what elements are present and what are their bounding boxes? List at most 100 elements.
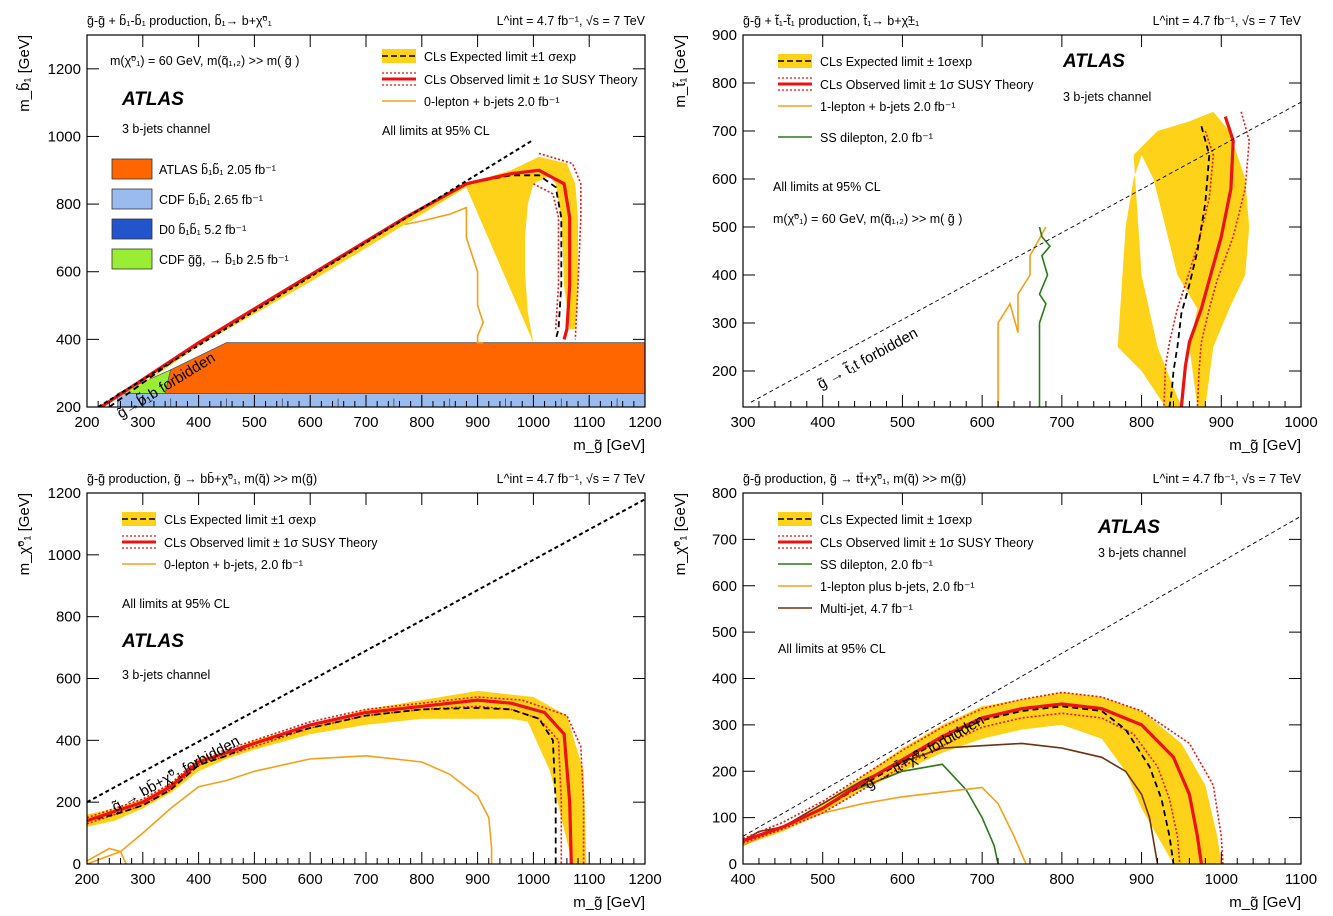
legend-label-line2: 1-lepton plus b-jets, 2.0 fb⁻¹ — [820, 580, 975, 594]
series-forbidden — [87, 498, 645, 804]
x-tick-label: 1000 — [1205, 871, 1238, 888]
y-tick-label: 600 — [712, 578, 737, 595]
y-tick-label: 800 — [56, 196, 81, 213]
series-line1 — [997, 226, 1047, 407]
annotation-mass-condition: m(χ̃⁰₁) = 60 GeV, m(q̃₁,₂) >> m( g̃ ) — [773, 212, 962, 226]
legend-label-expected: CLs Expected limit ±1 σexp — [424, 50, 576, 64]
y-tick-label: 100 — [712, 810, 737, 827]
legend: CLs Expected limit ± 1σexp CLs Observed l… — [778, 54, 1034, 145]
legend-box-label: D0 b̃₁b̃₁ 5.2 fb⁻¹ — [159, 222, 246, 237]
x-tick-label: 800 — [409, 871, 434, 888]
y-axis-label: m_χ̃⁰₁ [GeV] — [16, 493, 33, 575]
legend-label-line1: 1-lepton + b-jets 2.0 fb⁻¹ — [820, 100, 956, 114]
y-tick-label: 400 — [712, 267, 737, 284]
legend-label-observed: CLs Observed limit ± 1σ SUSY Theory — [820, 78, 1034, 92]
series-observed — [87, 698, 573, 864]
y-tick-label: 800 — [56, 609, 81, 626]
x-axis-label: m_g̃ [GeV] — [573, 894, 645, 911]
x-tick-label: 500 — [242, 871, 267, 888]
x-tick-label: 1100 — [1285, 871, 1317, 888]
forbidden-label: g̃ → tt̄+χ̃⁰₁ forbidden — [862, 712, 987, 794]
legend: CLs Expected limit ±1 σexp CLs Observed l… — [382, 49, 638, 109]
x-tick-label: 800 — [1049, 871, 1074, 888]
expected-band — [743, 692, 1222, 864]
annotation-channel: 3 b-jets channel — [1063, 90, 1151, 104]
legend-label-line1: SS dilepton, 2.0 fb⁻¹ — [820, 558, 933, 572]
x-tick-label: 1000 — [517, 414, 550, 431]
x-tick-label: 500 — [890, 414, 915, 431]
series-line1 — [404, 206, 485, 344]
annotation-atlas: ATLAS — [121, 89, 184, 110]
x-tick-label: 200 — [74, 871, 99, 888]
y-tick-label: 400 — [56, 331, 81, 348]
legend-label-line2: SS dilepton, 2.0 fb⁻¹ — [820, 131, 933, 145]
series-line3 — [743, 742, 1159, 864]
legend-box-label: CDF g̃g̃, → b̃₁b 2.5 fb⁻¹ — [159, 252, 289, 267]
plot-area — [87, 498, 645, 864]
x-tick-label: 400 — [186, 414, 211, 431]
series-observed-lower — [743, 712, 1181, 864]
panel-title: g̃-g̃ production, g̃ → bb̄+χ̃⁰₁, m(q̃) >… — [87, 472, 317, 486]
series-observed-lower — [87, 705, 563, 864]
series-expected — [87, 706, 557, 864]
forbidden-label: g̃ → bb̄+χ̃⁰₁ forbidden — [109, 732, 243, 815]
y-tick-label: 200 — [56, 399, 81, 416]
expected-band — [109, 156, 579, 407]
series-line2 — [743, 786, 1027, 864]
x-tick-label: 1000 — [517, 871, 550, 888]
series-forbidden — [97, 138, 534, 407]
panel-bl: 200 300 400 500 600 700 800 900 1000 1100 12000200… — [16, 472, 662, 911]
y-tick-label: 0 — [729, 856, 737, 873]
annotation-cl-note: All limits at 95% CL — [382, 124, 490, 138]
legend-label-line3: Multi-jet, 4.7 fb⁻¹ — [820, 602, 913, 616]
series-observed — [743, 702, 1203, 864]
x-tick-label: 1100 — [573, 414, 605, 431]
panel-title: g̃-g̃ + b̃₁-b̃₁ production, b̃₁→ b+χ̃⁰₁ — [87, 13, 272, 28]
y-tick-label: 500 — [712, 219, 737, 236]
lumi-label: L^int = 4.7 fb⁻¹, √s = 7 TeV — [497, 14, 646, 28]
y-tick-label: 300 — [712, 315, 737, 332]
annotation-channel: 3 b-jets channel — [122, 668, 210, 682]
x-axis-label: m_g̃ [GeV] — [573, 437, 645, 454]
plot-area — [743, 515, 1301, 864]
annotation-cl-note: All limits at 95% CL — [778, 642, 886, 656]
legend-box-swatch — [111, 218, 153, 240]
x-tick-label: 600 — [970, 414, 995, 431]
x-tick-label: 400 — [186, 871, 211, 888]
annotation-atlas: ATLAS — [1062, 51, 1125, 72]
annotation-cl-note: All limits at 95% CL — [122, 597, 230, 611]
series-expected — [1168, 125, 1211, 407]
x-tick-label: 700 — [353, 414, 378, 431]
region-cdf-sbottom — [117, 393, 645, 407]
series-line1 — [87, 754, 493, 864]
y-tick-label: 400 — [712, 671, 737, 688]
y-tick-label: 700 — [712, 123, 737, 140]
series-observed — [1179, 116, 1235, 407]
expected-band — [87, 690, 587, 864]
legend-swatch-band — [122, 512, 156, 526]
y-tick-label: 1200 — [48, 485, 81, 502]
legend-label-expected: CLs Expected limit ± 1σexp — [820, 513, 972, 527]
legend-label-observed: CLs Observed limit ± 1σ SUSY Theory — [820, 536, 1034, 550]
x-axis-label: m_g̃ [GeV] — [1229, 437, 1301, 454]
legend: CLs Expected limit ±1 σexp CLs Observed l… — [122, 512, 378, 572]
x-tick-label: 1100 — [573, 871, 605, 888]
x-tick-label: 800 — [409, 414, 434, 431]
y-tick-label: 800 — [712, 485, 737, 502]
x-tick-label: 1000 — [1284, 414, 1317, 431]
forbidden-label: g̃ → t̃₁t forbidden — [814, 324, 920, 392]
legend-box-label: ATLAS b̃₁b̃₁ 2.05 fb⁻¹ — [159, 162, 276, 177]
y-tick-label: 600 — [712, 171, 737, 188]
y-axis-label: m_b̃₁ [GeV] — [16, 35, 33, 112]
legend-box-swatch — [111, 158, 153, 180]
legend-box-label: CDF b̃₁b̃₁ 2.65 fb⁻¹ — [159, 192, 263, 207]
lumi-label: L^int = 4.7 fb⁻¹, √s = 7 TeV — [497, 472, 646, 486]
annotation-channel: 3 b-jets channel — [1098, 546, 1186, 560]
x-tick-label: 300 — [730, 414, 755, 431]
expected-band — [1117, 111, 1250, 407]
legend-label-observed: CLs Observed limit ± 1σ SUSY Theory — [164, 536, 378, 550]
x-tick-label: 500 — [810, 871, 835, 888]
annotation-cl-note: All limits at 95% CL — [773, 180, 881, 194]
legend-label-observed: CLs Observed limit ± 1σ SUSY Theory — [424, 73, 638, 87]
